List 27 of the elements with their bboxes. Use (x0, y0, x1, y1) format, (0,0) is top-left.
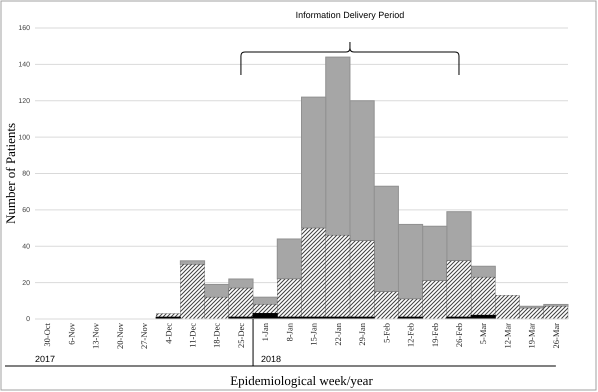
x-tick-label: 5-Mar (478, 322, 488, 344)
text: 2018 (261, 354, 282, 364)
x-tick-label: 26-Mar (550, 322, 561, 348)
x-tick-label: 22-Jan (332, 322, 343, 346)
x-tick-label: 26-Feb (454, 323, 464, 348)
x-tick-label: 30-Oct (42, 322, 52, 347)
x-tick-label: 1-Jan (260, 322, 270, 342)
x-tick-label: 15-Jan (308, 322, 319, 346)
x-tick-label: 18-Dec (212, 322, 222, 348)
x-tick-label: 27-Nov (139, 322, 150, 349)
x-tick-label: 19-Mar (526, 322, 537, 348)
x-tick-label: 20-Nov (114, 322, 125, 349)
x-tick-label: 12-Feb (406, 323, 416, 348)
text: 2017 (35, 354, 56, 364)
x-tick-label: 11-Dec (187, 322, 198, 348)
x-tick-label: 19-Feb (430, 323, 440, 348)
x-tick-label: 8-Jan (284, 322, 294, 342)
x-tick-label: 29-Jan (357, 322, 368, 346)
x-axis-title: Epidemiological week/year (230, 373, 374, 388)
x-tick-label: 12-Mar (502, 322, 512, 348)
x-tick-label: 6-Nov (66, 322, 76, 345)
x-tick-label: 5-Feb (381, 323, 392, 343)
text: Information Delivery Period (296, 10, 404, 20)
y-axis-title: Number of Patients (3, 122, 18, 224)
x-tick-label: 25-Dec (236, 322, 246, 348)
x-tick-label: 4-Dec (163, 322, 174, 344)
x-tick-label: 13-Nov (90, 322, 101, 349)
